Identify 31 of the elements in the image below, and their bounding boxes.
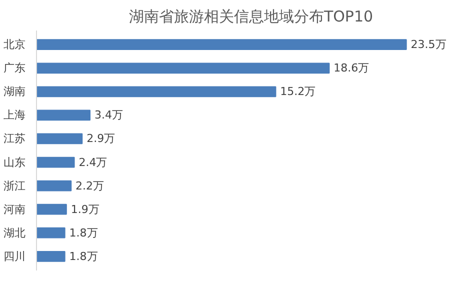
data-label: 1.8万 <box>69 250 98 263</box>
y-tick-label: 河南 <box>4 202 26 216</box>
y-tick-label: 广东 <box>4 62 26 75</box>
data-label: 2.9万 <box>86 132 116 146</box>
bar <box>36 110 91 121</box>
data-label: 1.9万 <box>70 202 100 216</box>
y-tick-label: 江苏 <box>4 132 26 146</box>
data-label: 2.2万 <box>76 179 104 192</box>
y-tick-label: 北京 <box>4 38 26 52</box>
bar <box>36 133 83 144</box>
data-label: 2.4万 <box>78 156 108 169</box>
bar <box>36 39 407 50</box>
y-tick-label: 湖北 <box>4 226 26 240</box>
chart-title: 湖南省旅游相关信息地域分布TOP10 <box>128 8 374 26</box>
data-label: 18.6万 <box>334 62 370 75</box>
y-tick-label: 湖南 <box>4 85 26 98</box>
bar <box>36 156 75 168</box>
y-tick-label: 上海 <box>4 108 26 122</box>
data-label: 15.2万 <box>280 85 316 98</box>
data-label: 23.5万 <box>410 38 446 52</box>
data-label: 3.4万 <box>94 108 123 122</box>
y-tick-label: 浙江 <box>4 179 26 192</box>
bar <box>36 250 66 262</box>
y-tick-label: 四川 <box>4 250 26 263</box>
data-label: 1.8万 <box>69 226 98 240</box>
bar <box>36 204 67 215</box>
bar <box>36 227 66 238</box>
y-tick-label: 山东 <box>4 156 26 169</box>
bar <box>36 86 276 98</box>
bar <box>36 180 72 192</box>
bar <box>36 62 330 74</box>
